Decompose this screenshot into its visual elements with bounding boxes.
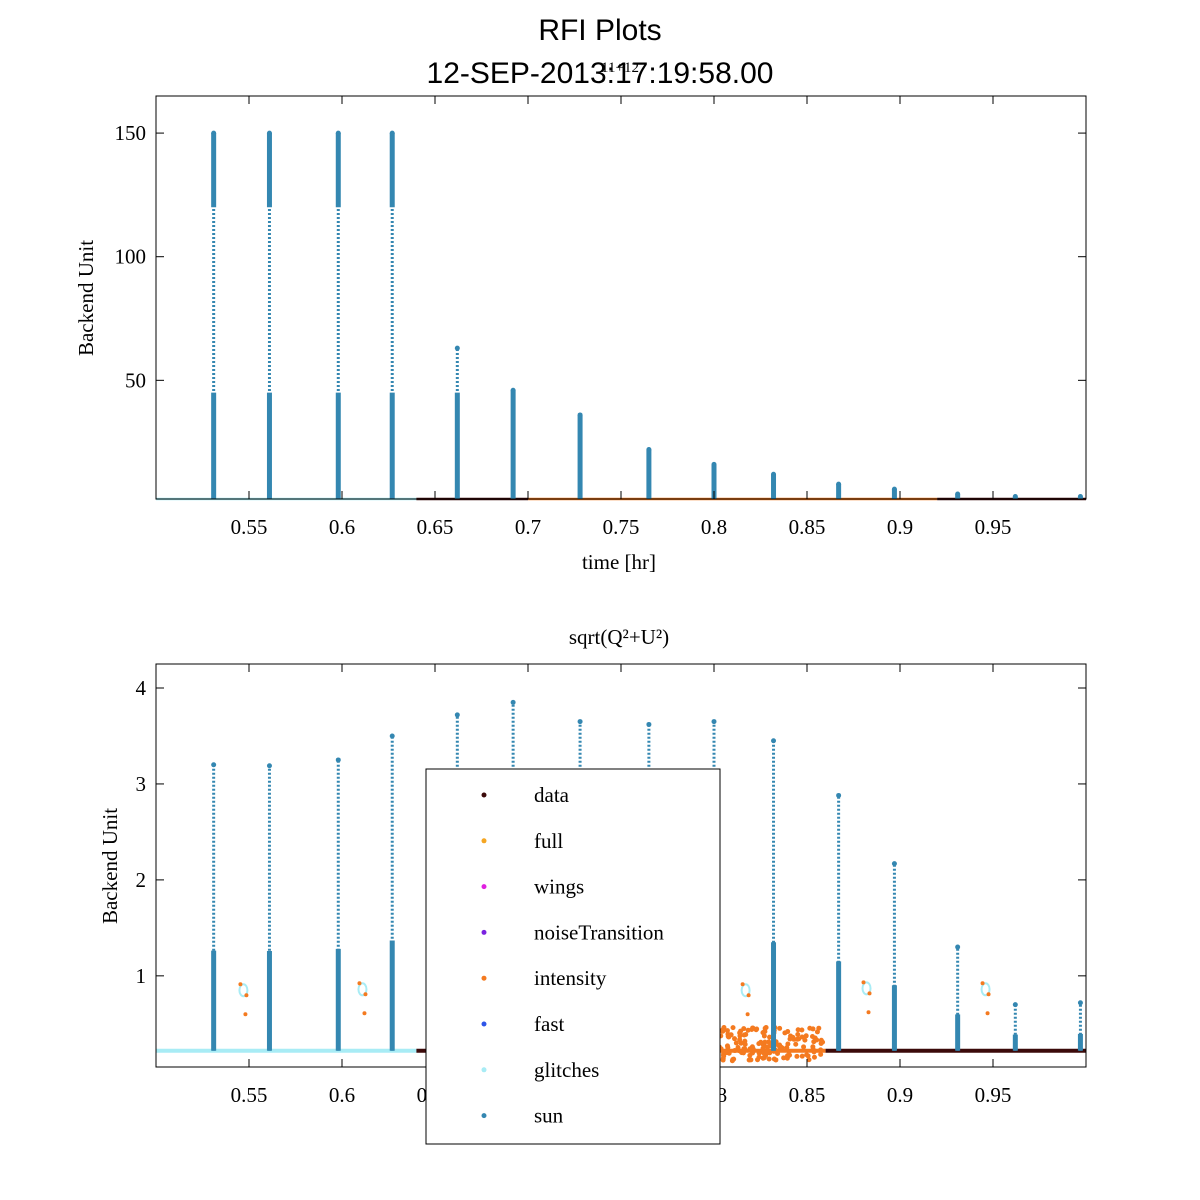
figure-title: RFI Plots <box>538 14 661 47</box>
legend-marker <box>481 1113 487 1119</box>
legend-label: data <box>534 783 570 807</box>
legend-label: glitches <box>534 1058 599 1082</box>
top-xtick-label: 0.6 <box>329 515 355 539</box>
legend-box <box>425 768 721 1145</box>
top-sun-spike <box>389 130 395 499</box>
legend-item-wings: wings <box>481 875 584 899</box>
bottom-sun-spike <box>1077 1000 1083 1051</box>
legend-item-sun: sun <box>481 1104 564 1128</box>
top-xtick-label: 0.85 <box>789 515 826 539</box>
top-sun-spike <box>891 486 897 499</box>
top-ytick-label: 50 <box>125 368 146 392</box>
legend-marker <box>481 929 487 935</box>
bottom-sun-spike <box>836 792 842 1051</box>
top-sun-spike <box>955 491 961 499</box>
legend-label: sun <box>534 1104 564 1128</box>
legend-item-intensity: intensity <box>481 966 607 990</box>
bottom-bump <box>357 981 368 1016</box>
legend-item-data: data <box>481 783 570 807</box>
legend-marker <box>481 975 487 981</box>
legend-label: noiseTransition <box>534 920 664 944</box>
top-xtick-label: 0.9 <box>887 515 913 539</box>
bottom-plot-ylabel: Backend Unit <box>98 808 122 924</box>
bottom-xtick-label: 0.6 <box>329 1083 355 1107</box>
top-sun-spike <box>335 130 341 499</box>
top-sun-spike <box>266 130 272 499</box>
bottom-ytick-label: 3 <box>136 772 147 796</box>
bottom-plot-title: sqrt(Q²+U²) <box>569 625 669 649</box>
top-xtick-label: 0.8 <box>701 515 727 539</box>
bottom-xtick-label: 0.95 <box>975 1083 1012 1107</box>
legend-marker <box>481 884 487 890</box>
top-sun-spike <box>1012 494 1018 500</box>
legend-item-fast: fast <box>481 1012 564 1036</box>
bottom-bump <box>740 982 751 1017</box>
top-sun-spike <box>646 447 652 499</box>
bottom-sun-spike <box>771 738 777 1051</box>
bottom-sun-spike <box>211 762 217 1051</box>
top-ytick-label: 150 <box>115 121 147 145</box>
top-sun-spike <box>454 345 460 499</box>
legend-label: intensity <box>534 966 607 990</box>
top-plot-xlabel: time [hr] <box>582 550 656 574</box>
legend-item-noiseTransition: noiseTransition <box>481 920 664 944</box>
bottom-sun-spike <box>955 944 961 1051</box>
top-sun-spike <box>577 412 583 499</box>
bottom-bump <box>980 981 991 1016</box>
overlap-label: 11+12 <box>601 60 639 76</box>
bottom-ytick-label: 1 <box>136 964 147 988</box>
top-plot-ylabel: Backend Unit <box>74 240 98 356</box>
bottom-xtick-label: 0.55 <box>231 1083 268 1107</box>
bottom-sun-spike <box>1012 1002 1018 1051</box>
bottom-sun-spike <box>335 757 341 1051</box>
legend-marker <box>481 838 487 844</box>
bottom-sun-spike <box>266 763 272 1051</box>
top-sun-spike <box>1077 494 1083 500</box>
legend-label: full <box>534 829 563 853</box>
bottom-sun-spike <box>389 733 395 1051</box>
bottom-xtick-label: 0.85 <box>789 1083 826 1107</box>
top-xtick-label: 0.95 <box>975 515 1012 539</box>
top-sun-spike <box>771 471 777 499</box>
top-plot: 0.55 0.6 0.65 0.7 0.75 0.8 0.85 0.9 0.95 50 100 150… <box>74 95 1087 574</box>
bottom-xtick-label: 0.9 <box>887 1083 913 1107</box>
top-sun-spike <box>836 481 842 499</box>
top-plot-frame <box>155 95 1087 500</box>
top-sun-spike <box>211 130 217 499</box>
figure-timestamp: 12-SEP-2013:17:19:58.00 <box>427 57 774 90</box>
bottom-intensity-scatter <box>712 1024 826 1064</box>
bottom-bump <box>238 982 249 1017</box>
legend-label: wings <box>534 875 584 899</box>
top-xtick-label: 0.75 <box>603 515 640 539</box>
bottom-bump <box>861 980 872 1015</box>
legend-item-glitches: glitches <box>481 1058 599 1082</box>
top-xtick-label: 0.7 <box>515 515 541 539</box>
legend-marker <box>481 792 487 798</box>
legend-label: fast <box>534 1012 564 1036</box>
top-plot-ticks: 0.55 0.6 0.65 0.7 0.75 0.8 0.85 0.9 0.95 50 100 150 <box>115 96 1086 539</box>
bottom-sun-spike <box>891 861 897 1051</box>
legend-marker <box>481 1067 487 1073</box>
legend-item-full: full <box>481 829 563 853</box>
top-xtick-label: 0.65 <box>417 515 454 539</box>
bottom-ytick-label: 4 <box>136 676 147 700</box>
bottom-ytick-label: 2 <box>136 868 147 892</box>
top-xtick-label: 0.55 <box>231 515 268 539</box>
legend-marker <box>481 1021 487 1027</box>
legend: data full wings noiseTransition intensity fas… <box>425 768 721 1145</box>
top-ytick-label: 100 <box>115 245 147 269</box>
top-sun-spike <box>510 387 516 499</box>
